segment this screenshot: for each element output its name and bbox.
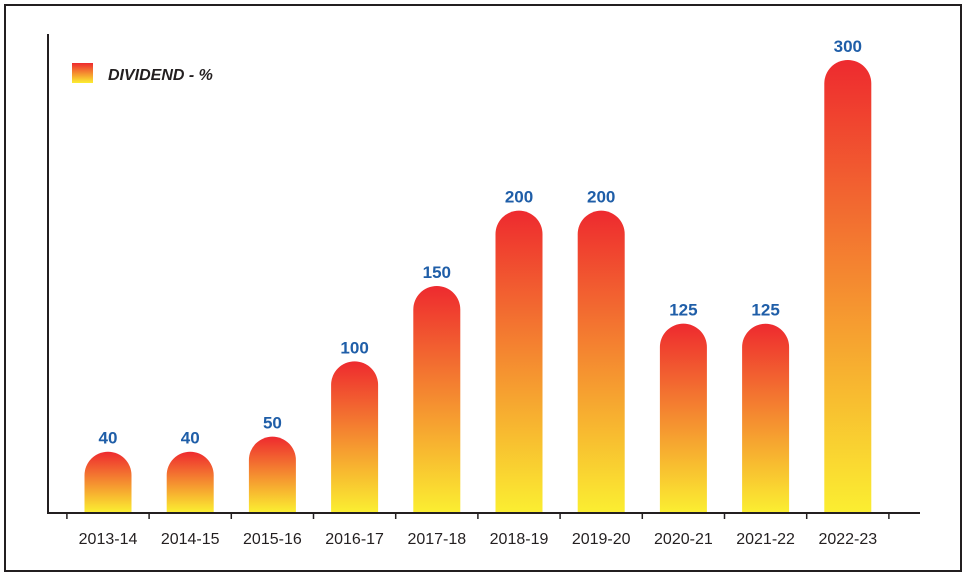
bar-2020-21 [659,323,707,512]
value-label-2017-18: 150 [423,263,451,282]
bar-2022-23 [824,60,872,512]
value-label-2022-23: 300 [834,37,862,56]
bar-2015-16 [248,436,296,512]
x-tick-label-2014-15: 2014-15 [161,531,220,548]
bar-2013-14 [84,451,132,512]
value-label-2015-16: 50 [263,414,282,433]
bar-2014-15 [166,451,214,512]
x-tick-label-2016-17: 2016-17 [325,531,384,548]
x-tick-label-2013-14: 2013-14 [79,531,138,548]
value-label-2013-14: 40 [99,429,118,448]
x-tick-label-2019-20: 2019-20 [572,531,631,548]
value-label-2018-19: 200 [505,188,533,207]
bar-2017-18 [413,286,461,512]
x-tick-label-2021-22: 2021-22 [736,531,795,548]
x-tick-label-2020-21: 2020-21 [654,531,713,548]
bar-2019-20 [577,210,625,512]
value-label-2014-15: 40 [181,429,200,448]
x-tick-label-2018-19: 2018-19 [490,531,549,548]
value-label-2021-22: 125 [751,301,779,320]
bar-2018-19 [495,210,543,512]
x-tick-label-2022-23: 2022-23 [818,531,877,548]
chart-frame [4,4,962,572]
x-tick-label-2015-16: 2015-16 [243,531,302,548]
bar-2016-17 [331,361,379,512]
legend-label: DIVIDEND - % [108,67,213,84]
legend: DIVIDEND - % [72,63,213,84]
value-label-2020-21: 125 [669,301,697,320]
value-label-2016-17: 100 [340,338,368,357]
value-label-2019-20: 200 [587,188,615,207]
bar-2021-22 [742,323,790,512]
x-tick-label-2017-18: 2017-18 [407,531,466,548]
legend-swatch [72,63,93,83]
